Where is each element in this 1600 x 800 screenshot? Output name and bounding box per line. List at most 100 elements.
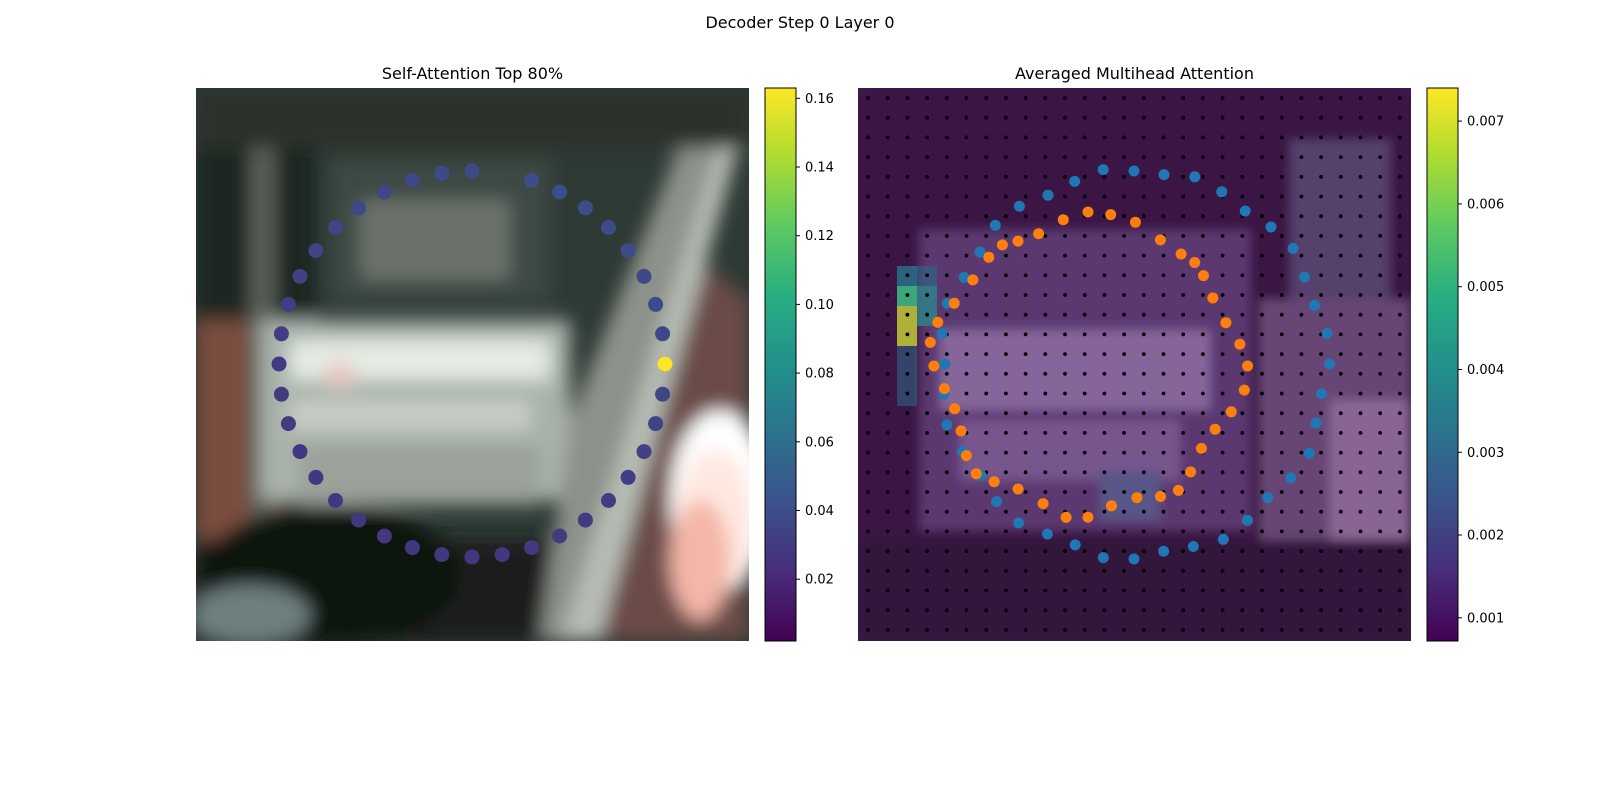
grid-dot (1004, 273, 1008, 278)
grid-dot (925, 628, 929, 632)
grid-dot (1161, 273, 1166, 278)
grid-dot (944, 608, 949, 613)
grid-dot (1201, 253, 1205, 258)
grid-dot (1358, 174, 1363, 179)
grid-dot (905, 352, 910, 356)
left-point (636, 444, 652, 460)
grid-dot (1338, 174, 1343, 179)
grid-dot (925, 194, 929, 199)
grid-dot (964, 529, 969, 534)
outer-ring-point (1310, 417, 1322, 429)
grid-dot (1082, 411, 1087, 416)
grid-dot (1063, 312, 1067, 317)
grid-dot (1201, 490, 1205, 494)
grid-dot (1378, 115, 1383, 120)
grid-dot (1102, 411, 1107, 416)
grid-dot (1161, 608, 1166, 613)
grid-dot (1004, 431, 1008, 435)
grid-dot (1043, 312, 1048, 317)
grid-dot (1161, 352, 1166, 356)
grid-dot (866, 352, 870, 356)
grid-dot (1279, 332, 1284, 337)
grid-dot (905, 115, 910, 120)
inner-ring-point (1220, 317, 1232, 329)
inner-ring-point (1195, 442, 1207, 454)
grid-dot (1279, 96, 1284, 100)
grid-dot (944, 352, 949, 356)
grid-dot (1240, 450, 1245, 455)
grid-dot (866, 568, 870, 573)
grid-dot (1141, 509, 1146, 514)
grid-dot (1201, 371, 1205, 376)
grid-dot (866, 628, 870, 632)
grid-dot (1279, 608, 1284, 613)
grid-dot (964, 509, 969, 514)
grid-dot (1063, 490, 1067, 494)
grid-dot (1299, 411, 1304, 416)
grid-dot (1279, 115, 1284, 120)
grid-dot (1102, 391, 1107, 396)
grid-dot (1181, 174, 1186, 179)
grid-dot (866, 155, 870, 160)
grid-dot (885, 273, 890, 278)
grid-dot (866, 174, 870, 179)
grid-dot (1240, 174, 1245, 179)
grid-dot (1378, 293, 1383, 297)
grid-dot (1102, 588, 1107, 593)
grid-dot (1398, 450, 1402, 455)
grid-dot (1201, 174, 1205, 179)
grid-dot (1102, 332, 1107, 337)
grid-dot (1023, 312, 1028, 317)
grid-dot (1378, 549, 1383, 553)
grid-dot (1122, 332, 1126, 337)
grid-dot (1201, 96, 1205, 100)
grid-dot (1358, 371, 1363, 376)
grid-dot (944, 312, 949, 317)
grid-dot (1082, 155, 1087, 160)
grid-dot (1220, 115, 1225, 120)
grid-dot (1299, 529, 1304, 534)
grid-dot (1122, 214, 1126, 219)
grid-dot (885, 628, 890, 632)
outer-ring-point (991, 496, 1002, 507)
grid-dot (885, 529, 890, 534)
grid-dot (1161, 431, 1166, 435)
grid-dot (866, 391, 870, 396)
grid-dot (1141, 115, 1146, 120)
grid-dot (1043, 568, 1048, 573)
grid-dot (885, 174, 890, 179)
grid-dot (1338, 352, 1343, 356)
inner-ring-point (1234, 338, 1246, 350)
grid-dot (866, 253, 870, 258)
grid-dot (1122, 411, 1126, 416)
grid-dot (1043, 509, 1048, 514)
grid-dot (964, 568, 969, 573)
grid-dot (1220, 490, 1225, 494)
grid-dot (1240, 234, 1245, 238)
grid-dot (885, 450, 890, 455)
grid-dot (1161, 411, 1166, 416)
grid-dot (944, 529, 949, 534)
grid-dot (964, 234, 969, 238)
grid-dot (964, 588, 969, 593)
inner-ring-point (1037, 498, 1049, 510)
grid-dot (1220, 214, 1225, 219)
grid-dot (1358, 549, 1363, 553)
grid-dot (1378, 234, 1383, 238)
grid-dot (1043, 371, 1048, 376)
grid-dot (1023, 371, 1028, 376)
left-point (273, 326, 289, 342)
grid-dot (905, 628, 910, 632)
inner-ring-point (1105, 209, 1117, 221)
grid-dot (1004, 588, 1008, 593)
grid-dot (1082, 135, 1087, 140)
grid-dot (1240, 312, 1245, 317)
grid-dot (925, 214, 929, 219)
grid-dot (1260, 431, 1264, 435)
grid-dot (1338, 391, 1343, 396)
grid-dot (1102, 628, 1107, 632)
grid-dot (1102, 490, 1107, 494)
grid-dot (925, 312, 929, 317)
grid-dot (1181, 214, 1186, 219)
grid-dot (1122, 608, 1126, 613)
